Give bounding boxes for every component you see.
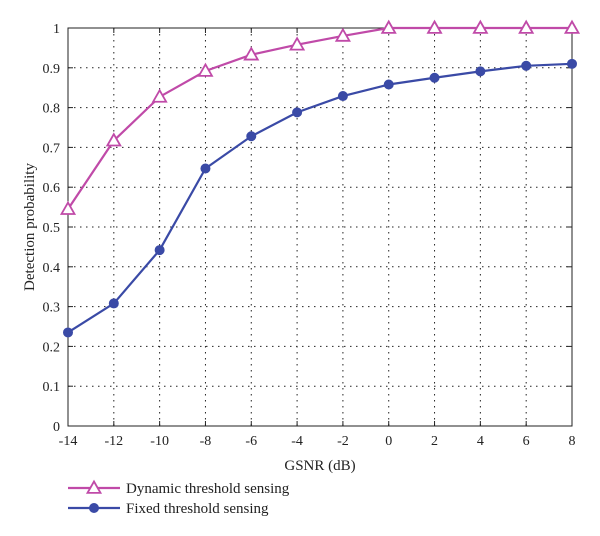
y-tick-label: 0.6	[43, 181, 61, 196]
series-line	[67, 26, 572, 210]
data-point	[518, 19, 535, 34]
y-tick-label: 0.8	[43, 102, 61, 117]
y-tick-label: 0.1	[43, 380, 61, 395]
y-tick-label: 1	[53, 22, 60, 37]
x-tick-label: -14	[59, 434, 78, 449]
data-point	[429, 72, 440, 83]
legend-label-fixed: Fixed threshold sensing	[126, 501, 269, 517]
data-point	[567, 58, 577, 69]
x-axis-label: GSNR (dB)	[284, 458, 355, 474]
data-point	[154, 245, 165, 256]
grid	[68, 28, 572, 426]
x-tick-label: 2	[431, 434, 438, 449]
data-point	[59, 200, 77, 215]
data-point	[334, 27, 351, 42]
data-point	[563, 19, 581, 34]
data-point	[426, 19, 443, 34]
data-point	[197, 62, 214, 77]
series-dynamic	[59, 19, 581, 215]
data-point	[105, 132, 122, 147]
x-tick-label: 0	[385, 434, 392, 449]
legend-swatch-dynamic	[68, 479, 120, 494]
y-tick-label: 0.7	[43, 141, 61, 156]
x-tick-label: -6	[245, 434, 257, 449]
data-point	[521, 60, 532, 71]
x-tick-label: 6	[523, 434, 530, 449]
y-tick-label: 0.4	[43, 261, 61, 276]
legend-swatch-fixed	[68, 503, 120, 513]
axis-ticks: -14 -12 -10 -8 -6 -4 -2 0 2 4 6 8 0 0.1 0.2 0.3 0.4 0.5 0.…	[43, 22, 576, 449]
x-tick-label: -12	[104, 434, 123, 449]
legend-item-dynamic: Dynamic threshold sensing	[68, 479, 290, 497]
data-point	[246, 131, 257, 142]
legend-marker	[89, 503, 99, 513]
legend-marker	[85, 479, 103, 494]
data-point	[289, 36, 306, 51]
legend-label-dynamic: Dynamic threshold sensing	[126, 481, 290, 497]
y-tick-label: 0.9	[43, 62, 61, 77]
x-tick-label: -2	[337, 434, 349, 449]
series-line	[67, 62, 573, 334]
data-point	[200, 163, 211, 174]
data-point	[292, 107, 303, 118]
data-point	[337, 91, 348, 102]
data-point	[151, 88, 168, 103]
series-lines	[59, 19, 581, 338]
x-tick-label: 8	[569, 434, 576, 449]
y-axis-label: Detection probability	[22, 163, 38, 291]
x-tick-label: -10	[150, 434, 169, 449]
data-point	[108, 298, 119, 309]
data-point	[63, 327, 73, 338]
y-tick-label: 0.2	[43, 340, 61, 355]
data-point	[243, 46, 260, 61]
x-tick-label: 4	[477, 434, 484, 449]
data-point	[383, 79, 394, 90]
y-tick-label: 0.5	[43, 221, 61, 236]
data-point	[472, 19, 489, 34]
data-point	[380, 19, 397, 34]
x-tick-label: -8	[200, 434, 212, 449]
y-tick-label: 0.3	[43, 301, 61, 316]
legend: Dynamic threshold sensing Fixed threshol…	[68, 479, 290, 517]
data-point	[475, 66, 486, 77]
series-fixed	[63, 58, 577, 338]
x-tick-label: -4	[291, 434, 303, 449]
y-tick-label: 0	[53, 420, 60, 435]
legend-item-fixed: Fixed threshold sensing	[68, 501, 269, 517]
